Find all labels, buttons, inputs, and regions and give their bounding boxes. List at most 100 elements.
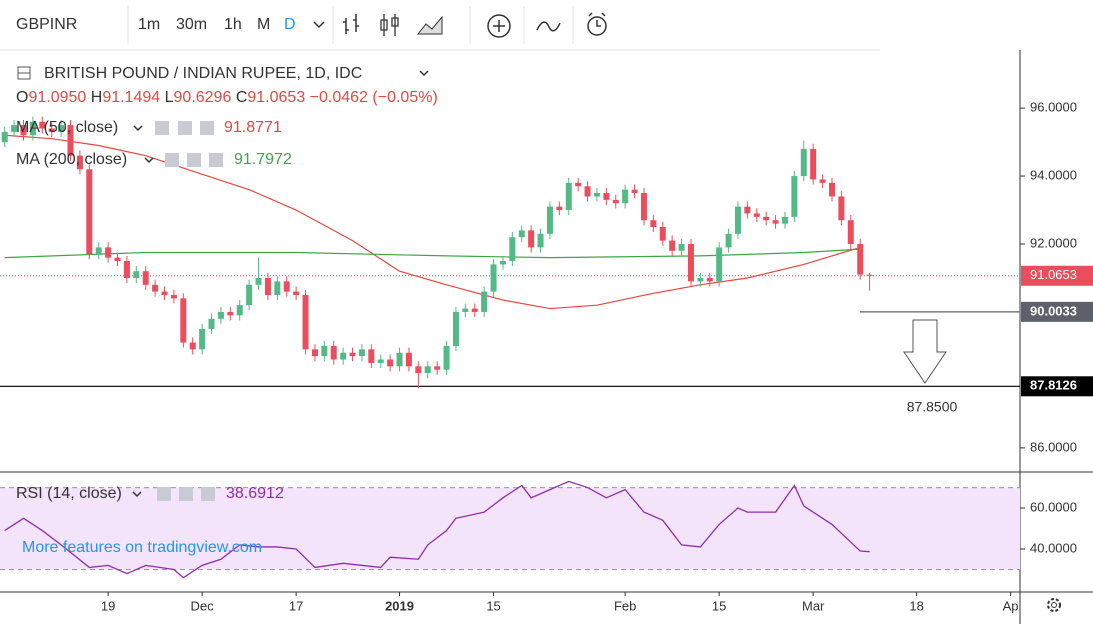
candle-body	[546, 206, 553, 234]
candle-body	[302, 294, 309, 350]
alert-icon[interactable]	[587, 16, 607, 36]
candle-body	[678, 244, 685, 251]
y-tick-label: 92.0000	[1030, 235, 1077, 250]
chevron[interactable]	[133, 125, 143, 132]
settings-gear[interactable]	[1047, 598, 1061, 612]
remove-button[interactable]	[201, 487, 215, 501]
candle-body	[152, 284, 159, 292]
candle-body	[603, 193, 610, 200]
candle-body	[584, 186, 591, 197]
watermark[interactable]: More features on tradingview.com	[22, 539, 262, 556]
eye-button[interactable]	[157, 487, 171, 501]
add-icon[interactable]	[487, 14, 511, 38]
ma200-value: 91.7972	[234, 151, 292, 168]
x-tick-label: Feb	[614, 598, 636, 613]
indicator-icon[interactable]	[536, 21, 561, 32]
chevron[interactable]	[313, 21, 325, 29]
candle-body	[330, 345, 337, 360]
candle-body	[311, 349, 318, 357]
candle-body	[39, 121, 46, 129]
rsi-line	[4, 480, 870, 579]
candle-body	[528, 230, 535, 248]
candle-body	[180, 298, 187, 343]
candle-body	[114, 257, 121, 261]
settings-button[interactable]	[179, 487, 193, 501]
last-price-box	[1021, 265, 1093, 286]
candle-body	[725, 233, 732, 248]
candle-body	[481, 291, 488, 312]
settings-button[interactable]	[187, 153, 201, 167]
candle-body	[377, 359, 384, 363]
candle-body	[1, 131, 8, 143]
y-tick-label: 60.0000	[1030, 499, 1077, 514]
bars-icon[interactable]	[343, 14, 359, 34]
remove-button[interactable]	[200, 121, 214, 135]
rsi-buttons	[157, 487, 215, 501]
candle-body	[321, 345, 328, 357]
eye-button[interactable]	[165, 153, 179, 167]
candle-body	[58, 125, 65, 132]
candle-body	[227, 311, 234, 316]
chevron[interactable]	[144, 157, 154, 164]
candle-body	[396, 352, 403, 367]
interval-active[interactable]: D	[284, 16, 296, 33]
alert-icon-hands	[588, 12, 606, 27]
interval[interactable]: M	[257, 16, 270, 33]
rsi-label: RSI (14, close)	[16, 485, 122, 502]
interval[interactable]: 1h	[224, 16, 242, 33]
candle-body	[593, 193, 600, 197]
candle-body	[340, 352, 347, 360]
candle-body	[518, 230, 525, 238]
candle-body	[556, 206, 563, 211]
y-tick-label: 96.0000	[1030, 100, 1077, 115]
ohlc-letter: H	[91, 89, 103, 106]
settings-button[interactable]	[178, 121, 192, 135]
y-tick-label: 94.0000	[1030, 167, 1077, 182]
candle-body	[772, 220, 779, 224]
remove-button[interactable]	[209, 153, 223, 167]
candle-body	[565, 182, 572, 211]
chevron[interactable]	[419, 70, 429, 77]
candle-body	[142, 271, 149, 285]
candle-body	[471, 308, 478, 312]
level-price-label: 87.8126	[1030, 378, 1077, 393]
candle-body	[236, 305, 243, 316]
candle-body	[274, 281, 281, 295]
candle-body	[443, 345, 450, 370]
chevron[interactable]	[132, 491, 142, 498]
candle-body	[866, 274, 873, 276]
candle-body	[133, 271, 140, 278]
x-tick-label: 15	[712, 598, 726, 613]
symbol[interactable]: GBPINR	[16, 16, 77, 33]
rsi-value: 38.6912	[226, 485, 284, 502]
interval[interactable]: 1m	[138, 16, 160, 33]
ma200-buttons	[165, 153, 223, 167]
candle-body	[650, 220, 657, 228]
candle-body	[29, 121, 36, 136]
candles-icon[interactable]	[380, 14, 399, 36]
add-icon-plus	[493, 20, 505, 32]
candle-body	[452, 311, 459, 346]
candle-body	[800, 148, 807, 177]
candle-body	[208, 318, 215, 329]
interval[interactable]: 30m	[176, 16, 207, 33]
candle-body	[255, 277, 262, 285]
candle-body	[744, 206, 751, 214]
candle-body	[499, 261, 506, 265]
candle-body	[358, 349, 365, 357]
candle-body	[838, 196, 845, 221]
candle-body	[819, 179, 826, 183]
candle-body	[622, 189, 629, 204]
area-icon[interactable]	[416, 15, 443, 35]
x-tick-label: 18	[909, 598, 923, 613]
candle-body	[697, 277, 704, 282]
candle-body	[631, 189, 638, 194]
x-tick-label: Ap	[1003, 598, 1019, 613]
eye-button[interactable]	[155, 121, 169, 135]
y-tick-label: 86.0000	[1030, 439, 1077, 454]
moving-average	[4, 248, 861, 259]
ma50-buttons	[155, 121, 214, 135]
candle-body	[387, 359, 394, 367]
target-label: 87.8500	[907, 399, 958, 415]
